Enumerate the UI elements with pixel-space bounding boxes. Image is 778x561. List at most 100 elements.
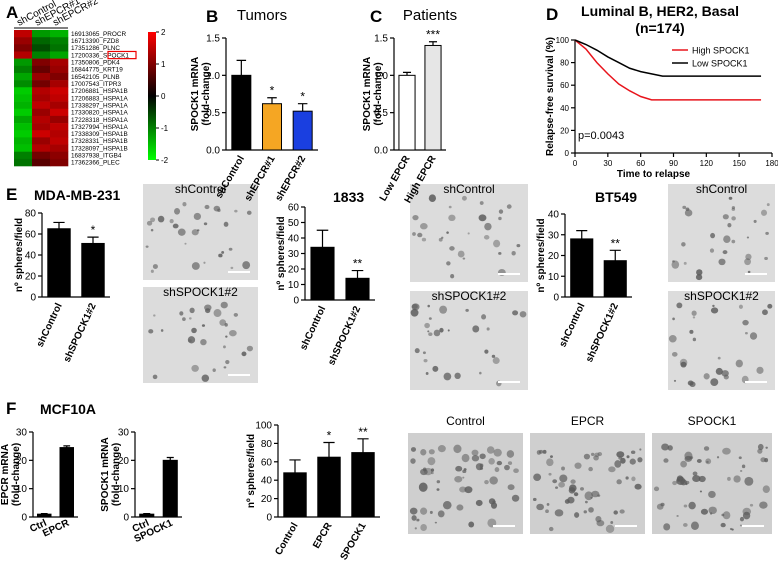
sphere [681, 242, 686, 247]
row-label: 17330820_HSPA1A [71, 110, 128, 117]
sphere [493, 448, 502, 457]
sphere [631, 476, 636, 482]
sphere [703, 446, 710, 451]
sphere [200, 338, 207, 346]
bar [310, 246, 335, 301]
sphere [728, 196, 733, 200]
bar [603, 260, 627, 298]
sphere [765, 446, 768, 449]
sphere [532, 497, 537, 502]
sphere [731, 207, 736, 211]
heatmap-cell [50, 65, 69, 74]
error-bar [143, 513, 151, 515]
sphere [516, 244, 521, 248]
sphere [437, 510, 445, 518]
heatmap-cell [32, 151, 51, 160]
sphere [738, 456, 742, 460]
x-tick-label: SPOCK1 [339, 521, 369, 561]
sphere [446, 231, 449, 234]
error-bar [236, 59, 247, 76]
x-tick-label: EPCR [311, 520, 335, 550]
x-tick-label: shControl [298, 304, 328, 352]
sphere [411, 515, 417, 521]
y-tick-label: 60 [560, 81, 569, 90]
legend-label: Low SPOCK1 [692, 59, 748, 69]
sphere [689, 381, 696, 388]
row-label: 17351286_PLNC [71, 45, 120, 52]
y-tick-label: 20 [560, 126, 569, 135]
sphere [519, 311, 527, 318]
y-tick-label: 1.0 [206, 71, 220, 82]
sphere [420, 223, 428, 230]
x-axis-label: Time to relapse [617, 169, 691, 180]
sphere [733, 475, 741, 483]
heatmap-cell [32, 144, 51, 152]
chart-title: MCF10A [40, 401, 96, 417]
sphere [738, 304, 743, 309]
panel-letter: E [6, 185, 17, 204]
y-tick-label: 100 [255, 421, 272, 432]
sphere [450, 274, 455, 279]
error-bar [289, 459, 301, 473]
sphere [191, 262, 200, 270]
sphere [629, 458, 636, 465]
heatmap-cell [32, 94, 51, 102]
x-tick-label: EPCR [41, 517, 72, 539]
y-tick-label: 40 [261, 476, 273, 487]
sphere [182, 201, 187, 207]
sphere [691, 310, 697, 316]
heatmap-cell [14, 158, 33, 167]
micrograph [410, 291, 528, 390]
sphere [663, 458, 669, 463]
colorbar-tick-label: -1 [161, 124, 169, 133]
sphere [671, 260, 680, 269]
panel-letter: A [6, 3, 18, 22]
sphere [682, 205, 687, 210]
row-label: 17362366_PLEC [71, 160, 120, 167]
sphere [498, 209, 504, 214]
sphere [418, 482, 428, 492]
x-tick-label: shEPCR#1 [243, 154, 278, 204]
heatmap-cell [14, 101, 33, 110]
sphere [467, 232, 470, 235]
heatmap-cell [50, 80, 69, 88]
y-axis-label: SPOCK1 mRNA [190, 57, 201, 131]
sphere [756, 366, 764, 375]
y-axis-label: nº spheres/field [276, 216, 287, 290]
sphere [493, 239, 501, 248]
sphere [546, 502, 550, 506]
heatmap-cell [14, 130, 33, 138]
chart-title: Tumors [237, 7, 287, 24]
heatmap-cell [50, 108, 69, 117]
sphere [764, 457, 769, 463]
y-tick-label: 0.0 [206, 146, 220, 157]
sphere [597, 452, 603, 457]
sphere [218, 253, 223, 258]
sphere [594, 452, 600, 458]
sphere [454, 475, 463, 483]
sphere [760, 209, 768, 216]
y-axis-label: (fold-change) [111, 443, 122, 506]
sphere [203, 261, 206, 264]
bar [162, 459, 178, 518]
heatmap-cell [14, 72, 33, 81]
sphere [213, 309, 222, 318]
sphere [749, 332, 758, 340]
y-tick-label: 20 [548, 251, 560, 262]
sphere [442, 501, 452, 510]
sphere [718, 258, 726, 266]
sphere [428, 332, 433, 337]
bar [292, 110, 313, 151]
heatmap-cell [50, 87, 69, 95]
sphere [443, 372, 452, 381]
sphere [213, 205, 221, 212]
sphere [145, 245, 149, 248]
sphere [552, 479, 558, 484]
heatmap-cell [14, 44, 33, 52]
sphere [219, 319, 227, 326]
annotation: p=0.0043 [578, 130, 624, 142]
chart-title: (n=174) [635, 20, 684, 36]
sphere [759, 501, 768, 509]
sphere [427, 330, 430, 333]
sphere [182, 317, 186, 321]
